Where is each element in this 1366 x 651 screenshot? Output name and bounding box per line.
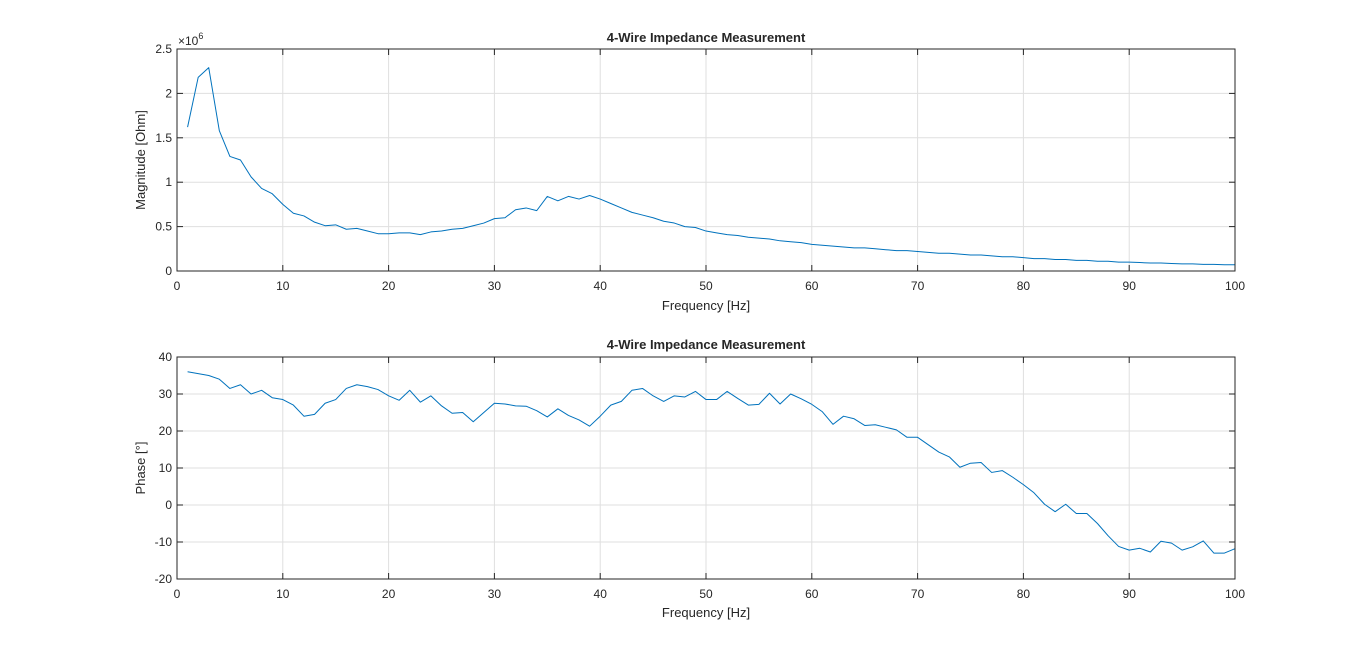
magnitude-axes[interactable]: 4-Wire Impedance Measurement 0 10 20 30 40 50…	[133, 30, 1245, 313]
phase-xtick-label: 0	[174, 587, 181, 601]
magnitude-series-line	[187, 67, 1235, 266]
magnitude-series	[187, 67, 1235, 266]
phase-ytick-label: 40	[159, 350, 173, 364]
magnitude-exponent-base: ×10	[178, 34, 199, 48]
magnitude-ytick-label: 0	[165, 264, 172, 278]
phase-series-line	[187, 371, 1236, 554]
magnitude-exponent: ×106	[178, 31, 203, 48]
magnitude-xtick-label: 90	[1123, 279, 1137, 293]
magnitude-ytick-label: 1	[165, 175, 172, 189]
magnitude-xtick-label: 50	[699, 279, 713, 293]
magnitude-ytick-label: 0.5	[155, 220, 172, 234]
magnitude-ytick-label: 2.5	[155, 42, 172, 56]
magnitude-xtick-label: 10	[276, 279, 290, 293]
phase-ytick-label: 30	[159, 387, 173, 401]
phase-ylabel: Phase [°]	[133, 442, 148, 495]
magnitude-xtick-label: 80	[1017, 279, 1031, 293]
phase-xtick-label: 10	[276, 587, 290, 601]
magnitude-xtick-label: 20	[382, 279, 396, 293]
phase-xtick-label: 90	[1123, 587, 1137, 601]
phase-xtick-label: 70	[911, 587, 925, 601]
magnitude-xtick-label: 70	[911, 279, 925, 293]
phase-ytick-label: 10	[159, 461, 173, 475]
phase-axes[interactable]: 4-Wire Impedance Measurement 0 10 20 30 40 50…	[133, 337, 1245, 620]
phase-ytick-label: 0	[165, 498, 172, 512]
phase-xtick-label: 20	[382, 587, 396, 601]
phase-xtick-label: 60	[805, 587, 819, 601]
phase-xlabel: Frequency [Hz]	[662, 605, 750, 620]
phase-xtick-label: 80	[1017, 587, 1031, 601]
magnitude-xtick-label: 100	[1225, 279, 1245, 293]
magnitude-xtick-label: 40	[594, 279, 608, 293]
phase-xtick-label: 100	[1225, 587, 1245, 601]
magnitude-xlabel: Frequency [Hz]	[662, 298, 750, 313]
magnitude-xtick-label: 60	[805, 279, 819, 293]
magnitude-ytick-label: 2	[165, 86, 172, 100]
phase-series	[187, 371, 1236, 554]
magnitude-ytick-label: 1.5	[155, 131, 172, 145]
phase-ytick-label: 20	[159, 424, 173, 438]
phase-xtick-label: 30	[488, 587, 502, 601]
magnitude-exponent-power: 6	[198, 31, 203, 41]
magnitude-xtick-label: 0	[174, 279, 181, 293]
phase-ytick-label: -10	[155, 535, 173, 549]
phase-title: 4-Wire Impedance Measurement	[607, 337, 806, 352]
phase-xtick-label: 50	[699, 587, 713, 601]
phase-ticks: 0 10 20 30 40 50 60 70 80 90 100 -20 -10 0 10 20 30 40	[155, 350, 1246, 601]
magnitude-ticks: 0 10 20 30 40 50 60 70 80 90 100 0 0.5 1 1.5 2 2.5	[155, 42, 1245, 293]
magnitude-xtick-label: 30	[488, 279, 502, 293]
phase-ytick-label: -20	[155, 572, 173, 586]
magnitude-title: 4-Wire Impedance Measurement	[607, 30, 806, 45]
magnitude-ylabel: Magnitude [Ohm]	[133, 110, 148, 210]
phase-xtick-label: 40	[594, 587, 608, 601]
